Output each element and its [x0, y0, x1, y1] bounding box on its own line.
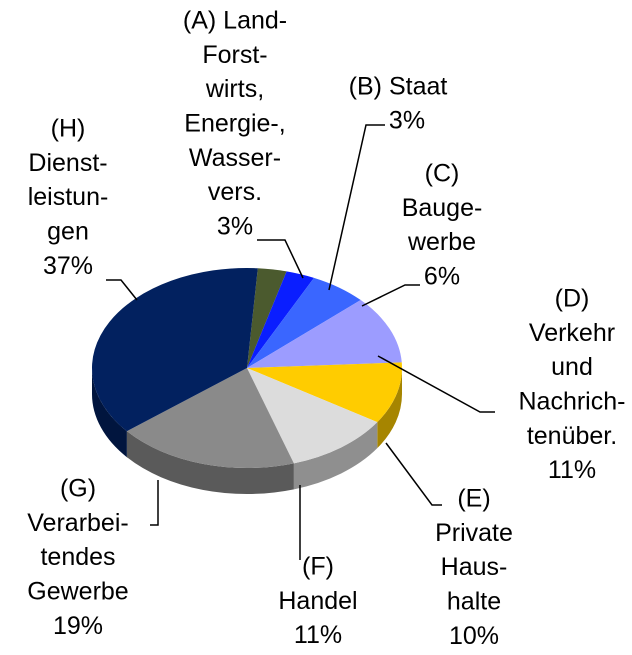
category-label: Verkehr	[529, 319, 615, 347]
category-label: (A) Land-	[183, 7, 287, 35]
category-label: tendes	[40, 543, 115, 571]
category-label: Private	[435, 519, 513, 547]
value-label: 19%	[53, 612, 103, 640]
value-label: 3%	[217, 212, 253, 240]
leader-line	[150, 480, 159, 526]
slice	[247, 277, 361, 368]
category-label: werbe	[407, 228, 476, 256]
category-label: Wasser-	[189, 144, 281, 172]
category-label: (D)	[555, 285, 590, 313]
slice-side	[377, 368, 402, 449]
category-label: Nachrich-	[519, 388, 626, 416]
slice	[247, 362, 402, 423]
value-label: 11%	[294, 621, 342, 649]
slice	[247, 368, 378, 464]
value-label: 6%	[424, 263, 460, 291]
category-label: Haus-	[441, 553, 508, 581]
slice	[91, 268, 258, 432]
slice	[247, 271, 314, 368]
leader-line	[257, 239, 304, 279]
value-label: 3%	[389, 107, 425, 135]
category-label: (E)	[457, 485, 490, 513]
leader-line	[328, 124, 385, 291]
category-label: (H)	[51, 115, 86, 143]
slice-side	[126, 431, 294, 494]
slice-side	[92, 368, 127, 458]
category-label: Verarbei-	[27, 509, 128, 537]
category-label: vers.	[208, 178, 262, 206]
category-label: tenüber.	[527, 422, 617, 450]
category-label: Energie-,	[184, 110, 285, 138]
slice-side	[293, 422, 378, 490]
leader-line	[385, 442, 442, 506]
category-label: wirts,	[205, 75, 264, 103]
category-label: und	[551, 353, 593, 381]
category-label: leistun-	[28, 183, 109, 211]
category-label: Bauge-	[402, 194, 483, 222]
category-label: Handel	[278, 587, 357, 615]
slice	[247, 300, 402, 368]
leader-line	[361, 284, 420, 307]
category-label: (G)	[60, 475, 96, 503]
category-label: (F)	[302, 553, 334, 581]
leader-line	[106, 279, 138, 301]
leader-line	[377, 355, 495, 413]
value-label: 11%	[548, 456, 596, 484]
category-label: Dienst-	[28, 149, 107, 177]
slice	[126, 368, 294, 468]
category-label: halte	[447, 588, 501, 616]
category-label: Gewerbe	[27, 578, 128, 606]
category-label: gen	[47, 218, 89, 246]
category-label: (B) Staat	[349, 73, 448, 101]
value-label: 37%	[43, 252, 93, 280]
value-label: 10%	[449, 622, 499, 650]
slice	[247, 268, 287, 368]
category-label: Forst-	[202, 41, 267, 69]
category-label: (C)	[425, 160, 460, 188]
